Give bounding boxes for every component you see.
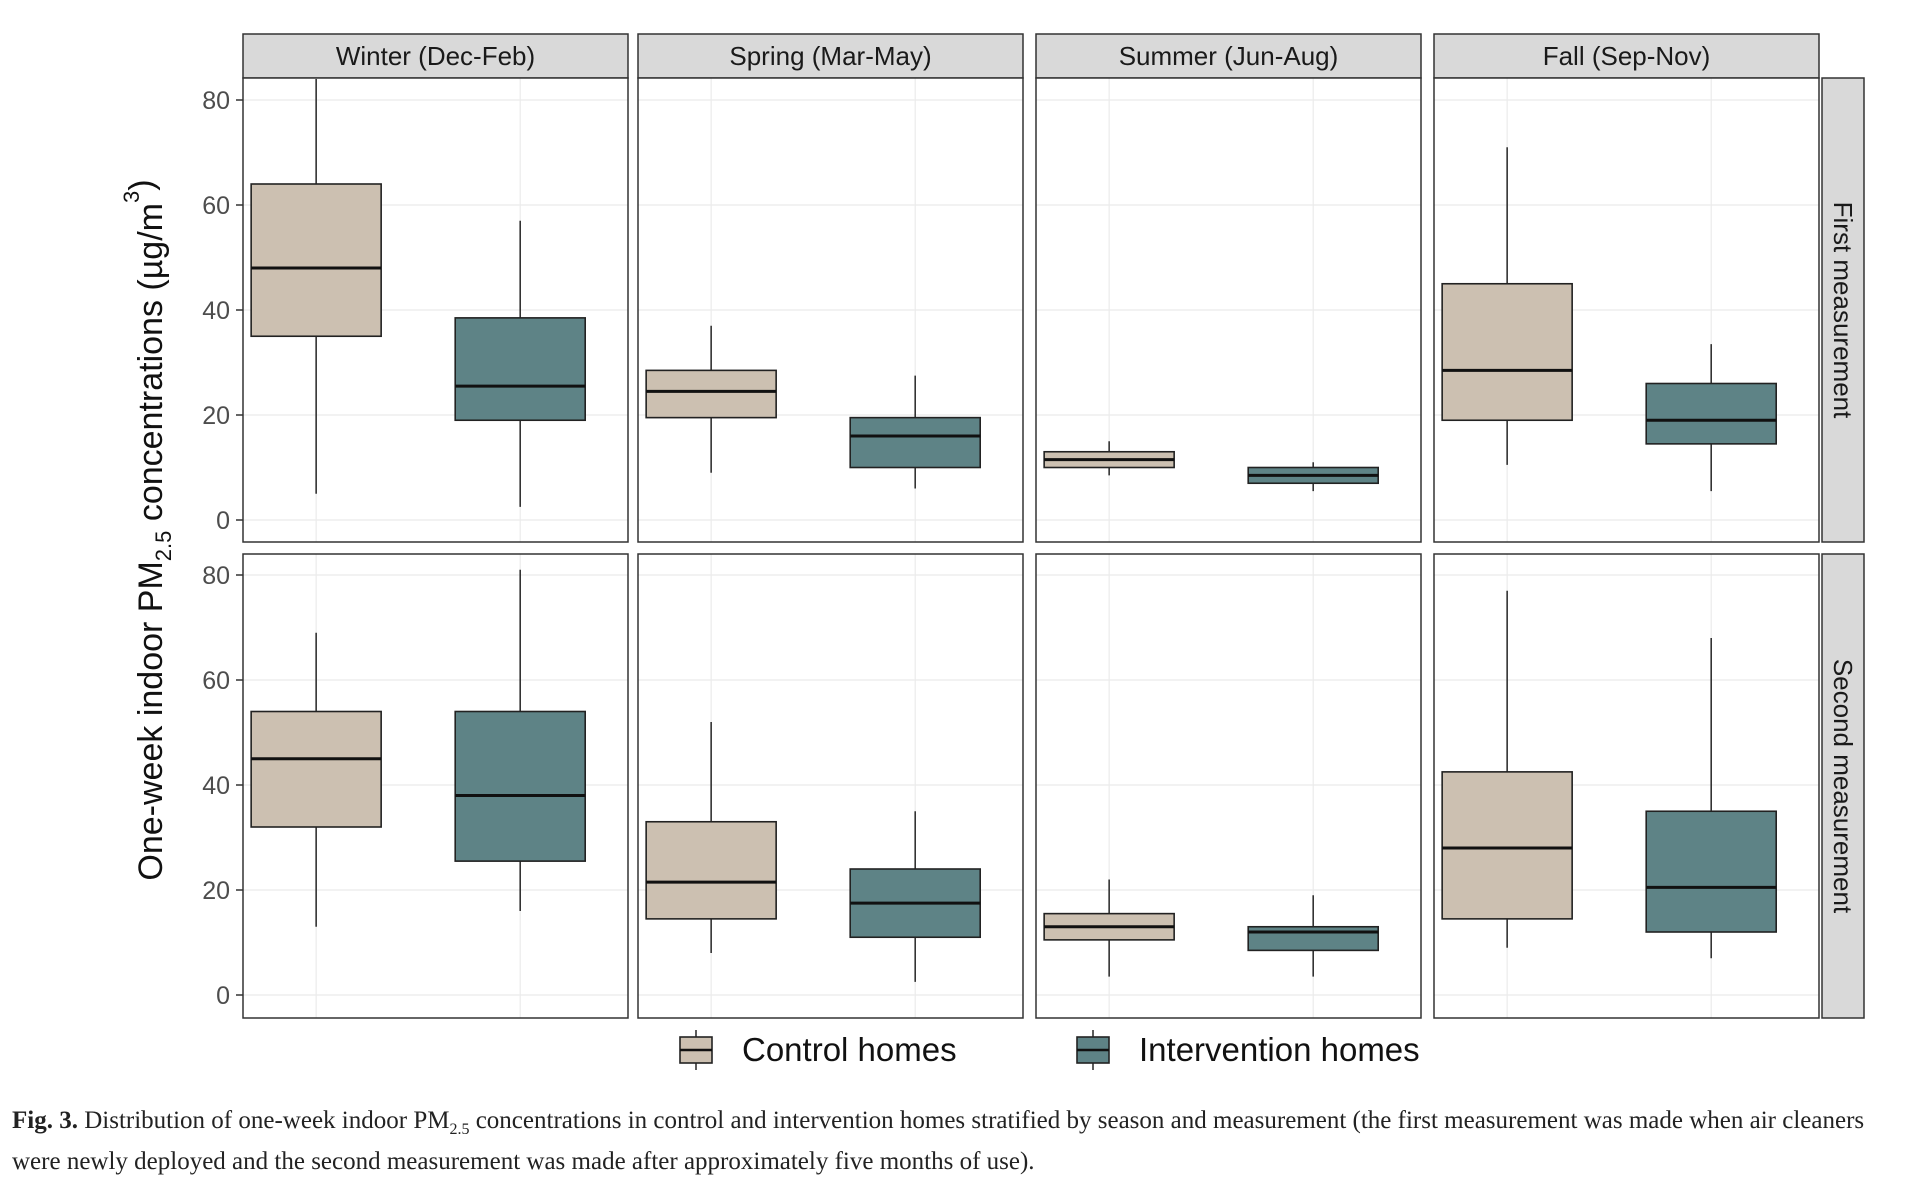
box-control xyxy=(250,632,382,927)
panel-background xyxy=(638,554,1023,1018)
box-iqr xyxy=(250,710,382,828)
y-tick-label: 40 xyxy=(202,297,230,325)
row-strip-label: First measurement xyxy=(1828,202,1858,419)
caption-text-part2: concentrations in control and interventi… xyxy=(469,1107,1865,1134)
row-strip-label: Second measurement xyxy=(1828,659,1858,914)
box-intervention xyxy=(849,811,982,982)
box-iqr xyxy=(250,183,382,338)
box-iqr xyxy=(454,710,587,862)
panel-border xyxy=(242,553,629,1019)
panel-border xyxy=(1433,77,1820,543)
y-tick-label: 60 xyxy=(202,192,230,220)
legend-label: Intervention homes xyxy=(1139,1031,1420,1068)
panel-border xyxy=(637,553,1024,1019)
y-tick-label: 80 xyxy=(202,562,230,590)
box-iqr xyxy=(645,369,777,419)
column-strip-label: Winter (Dec-Feb) xyxy=(336,41,535,71)
panel-border xyxy=(637,77,1024,543)
y-axis-title-superscript: 3 xyxy=(119,191,144,203)
column-strip-summer-jun-aug xyxy=(1035,33,1422,79)
column-strip-winter-dec-feb xyxy=(242,33,629,79)
y-tick-label: 40 xyxy=(202,772,230,800)
box-control xyxy=(1441,147,1573,465)
box-iqr xyxy=(1247,925,1379,952)
box-intervention xyxy=(1645,638,1777,959)
box-iqr xyxy=(1645,382,1777,445)
faceted-boxplot-chart: Winter (Dec-Feb) Spring (Mar-May) Summer (… xyxy=(119,33,1865,1070)
column-strip-fall-sep-nov xyxy=(1433,33,1820,79)
caption-subscript: 2.5 xyxy=(449,1121,470,1138)
box-iqr xyxy=(1645,810,1777,933)
row-strip-second-measurement xyxy=(1821,553,1865,1019)
box-control xyxy=(1441,590,1573,948)
box-iqr xyxy=(1441,282,1573,422)
box-control xyxy=(645,722,777,953)
legend-label: Control homes xyxy=(742,1031,957,1068)
y-axis-title-subscript: 2.5 xyxy=(151,531,176,562)
column-strip-label: Summer (Jun-Aug) xyxy=(1119,41,1339,71)
y-tick-label: 80 xyxy=(202,87,230,115)
panel-border xyxy=(1433,553,1820,1019)
box-control xyxy=(1043,441,1175,476)
box-intervention xyxy=(454,220,587,507)
panel-first-measurement-winter-dec-feb xyxy=(242,77,629,543)
box-iqr xyxy=(849,416,982,469)
panel-second-measurement-summer-jun-aug xyxy=(1035,553,1422,1019)
column-strip-spring-mar-may xyxy=(637,33,1024,79)
row-strip-first-measurement xyxy=(1821,77,1865,543)
box-iqr xyxy=(645,820,777,920)
panel-first-measurement-fall-sep-nov xyxy=(1433,77,1820,543)
legend-item-control-homes: Control homes xyxy=(679,1030,957,1070)
box-control xyxy=(1043,879,1175,977)
box-intervention xyxy=(1645,344,1777,492)
panel-second-measurement-winter-dec-feb xyxy=(242,553,629,1019)
y-tick-label: 0 xyxy=(216,507,230,535)
box-intervention xyxy=(849,375,982,489)
y-axis-title: One-week indoor PM2.5 concentrations (µg… xyxy=(119,179,176,880)
box-control xyxy=(645,325,777,473)
y-axis-title-text: One-week indoor PM xyxy=(132,561,170,880)
box-iqr xyxy=(454,317,587,422)
y-axis-title-text: ) xyxy=(123,179,161,190)
box-intervention xyxy=(454,569,587,911)
panel-border xyxy=(1035,553,1422,1019)
panel-border xyxy=(1035,77,1422,543)
caption-text-part1: Distribution of one-week indoor PM xyxy=(77,1107,450,1134)
panel-second-measurement-fall-sep-nov xyxy=(1433,553,1820,1019)
panel-first-measurement-summer-jun-aug xyxy=(1035,77,1422,543)
column-strip-label: Fall (Sep-Nov) xyxy=(1543,41,1711,71)
column-strip-label: Spring (Mar-May) xyxy=(729,41,931,71)
box-control xyxy=(250,79,382,494)
caption-figure-label: Fig. 3. xyxy=(12,1107,78,1134)
panel-second-measurement-spring-mar-may xyxy=(637,553,1024,1019)
y-tick-label: 20 xyxy=(202,877,230,905)
caption-text-line2: were newly deployed and the second measu… xyxy=(12,1148,1035,1175)
box-intervention xyxy=(1247,462,1379,492)
panel-first-measurement-spring-mar-may xyxy=(637,77,1024,543)
y-tick-label: 0 xyxy=(216,982,230,1010)
y-tick-label: 20 xyxy=(202,402,230,430)
box-iqr xyxy=(1441,771,1573,920)
figure-caption: Fig. 3. Distribution of one-week indoor … xyxy=(12,1105,1892,1178)
y-tick-label: 60 xyxy=(202,667,230,695)
y-axis-title-text: concentrations (µg/m xyxy=(132,203,170,531)
box-intervention xyxy=(1247,895,1379,977)
legend-item-intervention-homes: Intervention homes xyxy=(1076,1030,1420,1070)
